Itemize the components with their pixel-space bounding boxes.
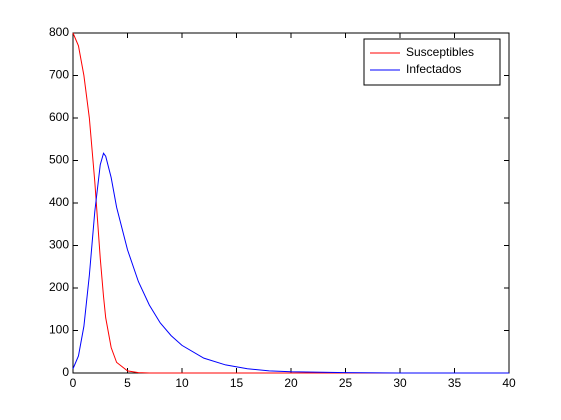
legend-box (363, 38, 501, 86)
y-tick-label: 700 (49, 68, 69, 82)
y-tick-label: 500 (49, 153, 69, 167)
x-tick-label: 5 (124, 376, 131, 390)
x-tick-label: 15 (230, 376, 244, 390)
y-tick-label: 300 (49, 238, 69, 252)
y-tick-label: 400 (49, 195, 69, 209)
y-tick-label: 800 (49, 25, 69, 39)
y-tick-label: 200 (49, 280, 69, 294)
y-tick-label: 600 (49, 110, 69, 124)
series-line (72, 152, 509, 374)
series-line (72, 32, 509, 374)
x-tick-label: 35 (448, 376, 462, 390)
x-tick-label: 0 (70, 376, 77, 390)
x-tick-label: 25 (339, 376, 353, 390)
plot-area (72, 32, 510, 374)
legend-label: Susceptibles (406, 45, 474, 59)
x-tick-label: 10 (175, 376, 189, 390)
x-tick-label: 30 (393, 376, 407, 390)
x-tick-label: 20 (284, 376, 298, 390)
legend-label: Infectados (406, 62, 461, 76)
x-tick-label: 40 (502, 376, 516, 390)
y-tick-label: 100 (49, 323, 69, 337)
y-tick-label: 0 (62, 365, 69, 379)
